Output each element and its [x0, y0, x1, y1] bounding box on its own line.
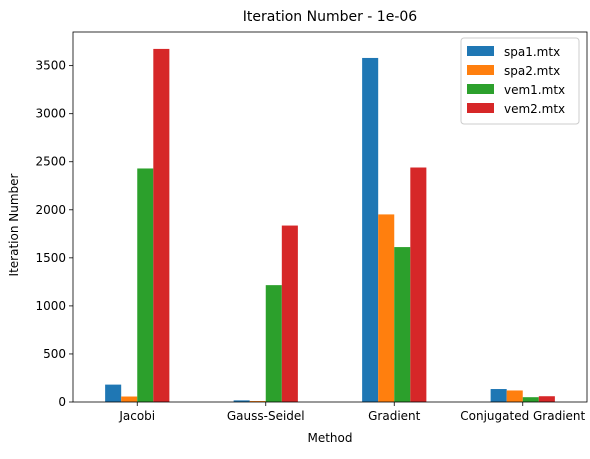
bar-vem2-mtx-3 — [538, 396, 555, 402]
y-axis-label: Iteration Number — [7, 173, 21, 276]
legend-swatch-spa2-mtx — [467, 65, 494, 75]
bar-vem2-mtx-1 — [281, 225, 298, 402]
y-tick-label: 500 — [43, 347, 66, 361]
legend: spa1.mtx spa2.mtx vem1.mtx vem2.mtx — [460, 37, 580, 125]
y-tick-label: 2500 — [35, 155, 66, 169]
y-tick-label: 0 — [58, 395, 66, 409]
bar-vem1-mtx-0 — [137, 168, 154, 402]
y-tick-label: 2000 — [35, 203, 66, 217]
axes-layer: 0 500 1000 1500 2000 2500 3000 3500 Jacobi Gauss-… — [35, 31, 588, 423]
bar-spa1-mtx-3 — [490, 389, 507, 402]
y-tick-label: 1000 — [35, 299, 66, 313]
bar-spa2-mtx-3 — [506, 390, 523, 402]
bar-spa2-mtx-1 — [249, 401, 266, 402]
bars-layer — [105, 48, 555, 402]
legend-label: vem1.mtx — [504, 83, 565, 97]
x-tick-label: Gauss-Seidel — [227, 409, 305, 423]
y-tick-label: 1500 — [35, 251, 66, 265]
bar-vem1-mtx-3 — [522, 397, 539, 402]
legend-box — [460, 37, 580, 125]
x-axis-label: Method — [307, 431, 352, 445]
x-tick-label: Gradient — [368, 409, 421, 423]
y-tick-label: 3000 — [35, 107, 66, 121]
bar-spa1-mtx-0 — [105, 384, 122, 402]
bar-vem1-mtx-2 — [394, 247, 411, 402]
legend-label: spa1.mtx — [504, 45, 560, 59]
bar-vem2-mtx-0 — [153, 48, 170, 402]
legend-swatch-vem2-mtx — [467, 103, 494, 113]
chart-title: Iteration Number - 1e-06 — [243, 9, 418, 25]
bar-spa1-mtx-2 — [362, 57, 379, 402]
legend-label: spa2.mtx — [504, 64, 560, 78]
legend-swatch-spa1-mtx — [467, 46, 494, 56]
bar-spa1-mtx-1 — [233, 400, 250, 402]
y-tick-label: 3500 — [35, 59, 66, 73]
bar-spa2-mtx-2 — [378, 214, 395, 402]
bar-vem1-mtx-1 — [265, 285, 282, 402]
x-tick-label: Conjugated Gradient — [460, 409, 585, 423]
bar-spa2-mtx-0 — [121, 396, 138, 402]
legend-swatch-vem1-mtx — [467, 84, 494, 94]
legend-label: vem2.mtx — [504, 102, 565, 116]
plot-frame — [72, 31, 588, 403]
x-tick-label: Jacobi — [118, 409, 155, 423]
bar-vem2-mtx-2 — [410, 167, 427, 402]
